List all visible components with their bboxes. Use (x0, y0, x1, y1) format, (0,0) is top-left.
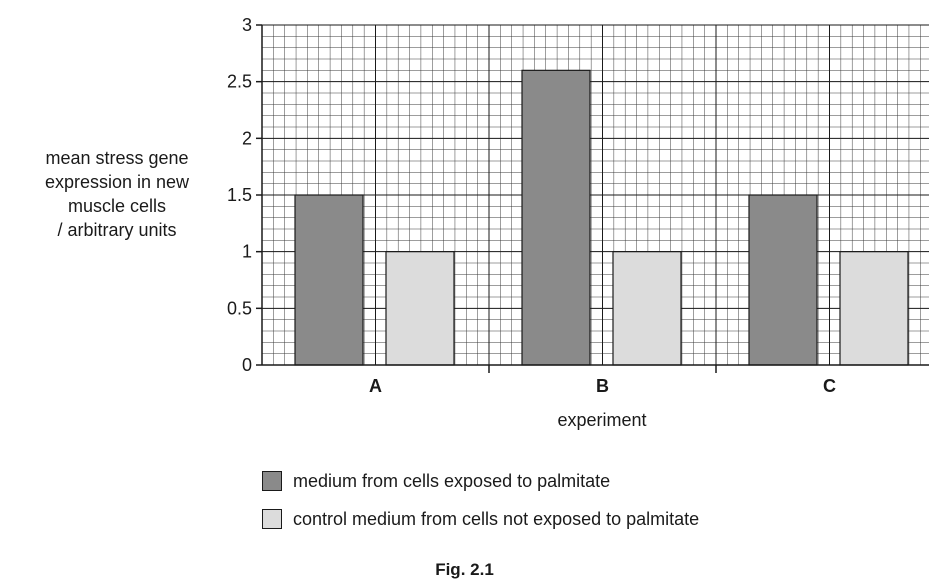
x-category-label: B (596, 376, 609, 396)
y-tick-labels: 0 0.5 1 1.5 2 2.5 3 (227, 15, 252, 375)
y-tick-label: 2.5 (227, 72, 252, 92)
y-tick-label: 0 (242, 355, 252, 375)
x-category-label: C (823, 376, 836, 396)
x-category-label: A (369, 376, 382, 396)
y-axis-label-line-2: expression in new (44, 172, 190, 192)
major-grid (262, 24, 929, 365)
y-axis-label-line-3: muscle cells (67, 196, 167, 216)
y-axis-label-line-1: mean stress gene (45, 148, 189, 168)
y-tick-label: 2 (242, 128, 252, 148)
bar-B-series-1 (521, 69, 591, 366)
bar-C-series-2 (839, 251, 909, 366)
y-tick-label: 1.5 (227, 185, 252, 205)
x-axis-label: experiment (557, 410, 647, 430)
figure-caption: Fig. 2.1 (435, 560, 494, 579)
legend-label-palmitate: medium from cells exposed to palmitate (293, 470, 611, 491)
legend-item-control: control medium from cells not exposed to… (262, 508, 699, 530)
y-axis-label-line-4: / arbitrary units (57, 220, 177, 240)
y-tick-label: 1 (242, 242, 252, 262)
legend-swatch-palmitate (262, 471, 282, 491)
y-axis-label: mean stress gene expression in new muscl… (18, 146, 216, 242)
y-tick-label: 3 (242, 15, 252, 35)
axes (256, 24, 929, 373)
bar-B-series-2 (612, 251, 682, 366)
bar-chart: 0 0.5 1 1.5 2 2.5 3 A B C (227, 15, 929, 396)
legend-swatch-control (262, 509, 282, 529)
legend-item-palmitate: medium from cells exposed to palmitate (262, 470, 610, 492)
legend-label-control: control medium from cells not exposed to… (293, 508, 700, 529)
bar-A-series-1 (294, 194, 364, 366)
bar-C-series-1 (748, 194, 818, 366)
x-category-labels: A B C (369, 376, 836, 396)
y-tick-label: 0.5 (227, 298, 252, 318)
bar-A-series-2 (385, 251, 455, 366)
